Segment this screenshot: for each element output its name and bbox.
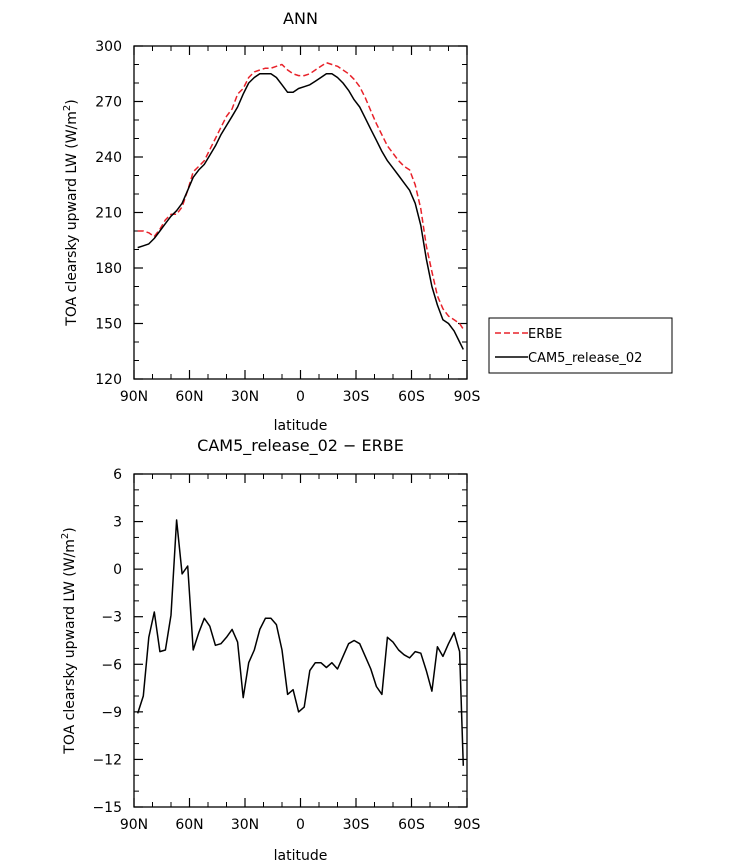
top-y-tick-label: 150 <box>95 317 122 333</box>
bottom-x-tick-label: 90N <box>120 817 148 833</box>
bottom-y-tick-label: 3 <box>113 515 122 531</box>
bottom-y-tick-label: 6 <box>113 467 122 483</box>
bottom-x-tick-label: 60N <box>175 817 203 833</box>
legend-cam5-label: CAM5_release_02 <box>528 351 642 366</box>
bottom-plot-title: CAM5_release_02 − ERBE <box>197 436 404 456</box>
top-y-axis: 120 150 180 210 240 270 300 <box>95 39 467 388</box>
bottom-y-axis-title: TOA clearsky upward LW (W/m2) <box>60 527 78 754</box>
top-y-tick-label: 210 <box>95 206 122 222</box>
top-x-tick-label: 90N <box>120 389 148 405</box>
bottom-x-axis: 90N 60N 30N 0 30S 60S 90S <box>120 474 481 833</box>
bottom-x-axis-title: latitude <box>274 848 328 864</box>
top-y-tick-label: 240 <box>95 150 122 166</box>
top-plot-title: ANN <box>283 9 318 28</box>
bottom-y-tick-label: 0 <box>113 562 122 578</box>
top-y-tick-label: 120 <box>95 372 122 388</box>
legend-box <box>488 317 673 374</box>
top-y-axis-title-close: ) <box>64 99 80 104</box>
bottom-y-axis-title-close: ) <box>62 527 78 532</box>
bottom-y-tick-label: −12 <box>92 752 122 768</box>
bottom-y-tick-label: −6 <box>101 657 122 673</box>
bottom-y-axis-title-main: TOA clearsky upward LW (W/m <box>62 539 78 755</box>
top-series-line-erbe <box>137 61 464 330</box>
top-series-line-cam5 <box>137 73 464 350</box>
top-series-group <box>137 61 464 350</box>
bottom-x-tick-label: 30N <box>231 817 259 833</box>
bottom-series-group <box>136 519 465 766</box>
legend-erbe-label: ERBE <box>528 327 562 342</box>
top-y-tick-label: 180 <box>95 261 122 277</box>
bottom-y-tick-label: −3 <box>101 610 122 626</box>
top-x-axis-title: latitude <box>274 418 328 434</box>
top-x-tick-label: 0 <box>296 389 305 405</box>
bottom-y-axis: −15 −12 −9 −6 −3 0 3 6 <box>92 467 467 816</box>
bottom-plot-frame <box>133 473 468 808</box>
bottom-panel: CAM5_release_02 − ERBE 90N 60N 30N 0 30S 60S 9… <box>60 436 480 864</box>
top-y-axis-title-main: TOA clearsky upward LW (W/m <box>64 111 80 327</box>
bottom-y-tick-label: −9 <box>101 705 122 721</box>
top-x-tick-label: 30N <box>231 389 259 405</box>
top-x-tick-label: 30S <box>343 389 370 405</box>
top-x-tick-label: 60S <box>398 389 425 405</box>
bottom-x-tick-label: 90S <box>454 817 481 833</box>
top-panel: ANN 90N 60N 30N 0 30S 60S 90S 120 150 180 210 240 2… <box>62 9 673 434</box>
top-y-tick-label: 270 <box>95 95 122 111</box>
bottom-series-line-difference <box>136 519 465 766</box>
bottom-x-tick-label: 30S <box>343 817 370 833</box>
top-y-tick-label: 300 <box>95 39 122 55</box>
bottom-y-tick-label: −15 <box>92 800 122 816</box>
bottom-x-tick-label: 0 <box>296 817 305 833</box>
legend: ERBE CAM5_release_02 <box>488 317 673 374</box>
top-y-axis-title-sup: 2 <box>62 105 73 111</box>
top-x-tick-label: 90S <box>454 389 481 405</box>
bottom-x-tick-label: 60S <box>398 817 425 833</box>
top-x-axis: 90N 60N 30N 0 30S 60S 90S <box>120 46 481 405</box>
bottom-y-axis-title-sup: 2 <box>60 533 71 539</box>
top-y-axis-title: TOA clearsky upward LW (W/m2) <box>62 99 80 326</box>
top-x-tick-label: 60N <box>175 389 203 405</box>
